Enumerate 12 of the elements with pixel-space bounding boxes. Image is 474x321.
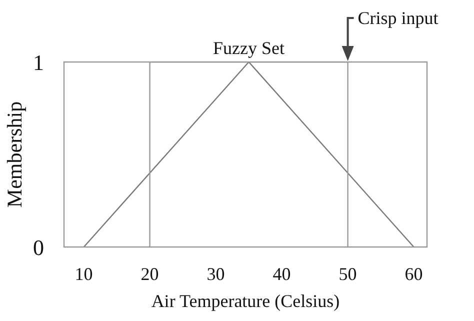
x-tick-label: 40 [272, 264, 291, 284]
y-tick-label: 1 [33, 50, 44, 75]
x-axis-title: Air Temperature (Celsius) [151, 291, 340, 311]
y-axis-title: Membership [2, 101, 26, 208]
x-tick-label: 60 [404, 264, 423, 284]
x-tick-label: 30 [206, 264, 225, 284]
x-tick-label: 20 [140, 264, 159, 284]
annotation: Fuzzy Set [213, 38, 285, 58]
annotation: Crisp input [358, 8, 438, 28]
x-tick-label: 10 [74, 264, 93, 284]
y-tick-label: 0 [33, 234, 44, 260]
x-tick-label: 50 [338, 264, 357, 284]
